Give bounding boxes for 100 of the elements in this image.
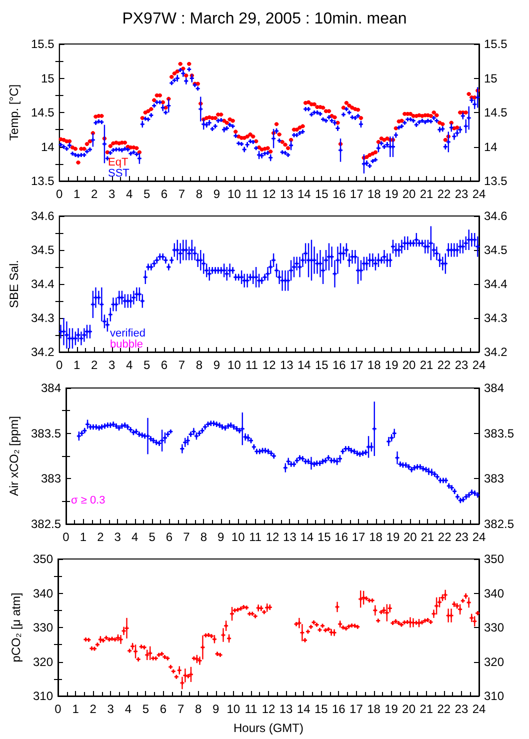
y-tick-label: 14.5 <box>30 106 55 120</box>
y2-tick-label: 383.5 <box>484 426 514 440</box>
y-tick-label: 340 <box>32 586 54 600</box>
x-tick-label: 15 <box>314 702 328 716</box>
x-tick-label: 15 <box>314 358 329 372</box>
x-tick-label: 23 <box>454 187 469 201</box>
x-tick-label: 0 <box>54 702 62 716</box>
x-tick-label: 23 <box>455 530 469 544</box>
annotation: σ ≥ 0.3 <box>71 494 106 506</box>
series-label: SST <box>108 168 130 180</box>
y2-tick-label: 384 <box>484 381 504 395</box>
y2-tick-label: 14.5 <box>484 106 508 120</box>
x-tick-label: 13 <box>280 358 294 372</box>
x-tick-label: 0 <box>56 187 64 201</box>
x-tick-label: 16 <box>332 187 346 201</box>
legend-label: bubble <box>110 338 144 350</box>
x-tick-label: 7 <box>183 530 190 544</box>
x-tick-label: 7 <box>178 187 186 201</box>
y-tick-label: 330 <box>32 620 54 634</box>
x-tick-label: 3 <box>108 187 116 201</box>
x-tick-label: 16 <box>334 530 348 544</box>
y-axis-title: Temp. [°C] <box>7 84 21 141</box>
y-tick-label: 34.2 <box>30 345 55 359</box>
y-tick-label: 34.4 <box>30 277 55 291</box>
y2-tick-label: 330 <box>484 620 504 634</box>
x-tick-label: 9 <box>213 358 220 372</box>
x-tick-label: 12 <box>262 187 276 201</box>
x-tick-label: 19 <box>384 358 399 372</box>
x-tick-label: 12 <box>262 702 276 716</box>
y2-tick-label: 34.6 <box>484 209 508 223</box>
y2-tick-label: 320 <box>484 654 504 669</box>
x-tick-label: 24 <box>472 530 486 544</box>
y-tick-label: 382.5 <box>31 517 62 531</box>
x-tick-label: 9 <box>213 187 220 201</box>
x-tick-label: 13 <box>279 702 294 716</box>
y-tick-label: 15 <box>40 71 55 86</box>
y2-tick-label: 14 <box>484 140 498 154</box>
x-tick-label: 18 <box>367 187 382 201</box>
chart-title: PX97W : March 29, 2005 : 10min. mean <box>122 10 407 28</box>
x-tick-label: 7 <box>178 358 186 372</box>
y-tick-label: 383.5 <box>31 426 62 440</box>
x-tick-label: 20 <box>403 530 418 544</box>
y2-tick-label: 310 <box>484 689 504 703</box>
x-tick-label: 24 <box>472 702 486 716</box>
y-axis-title: Air xCO₂ [ppm] <box>7 416 21 496</box>
x-tick-label: 24 <box>472 187 486 201</box>
x-tick-label: 5 <box>148 530 156 544</box>
x-tick-label: 16 <box>332 702 346 716</box>
x-tick-label: 14 <box>300 530 314 544</box>
y-tick-label: 350 <box>32 552 54 566</box>
x-tick-label: 10 <box>228 358 242 372</box>
x-tick-label: 4 <box>124 702 132 716</box>
x-tick-label: 11 <box>245 358 258 372</box>
x-tick-label: 19 <box>384 702 398 716</box>
x-tick-label: 23 <box>454 358 469 372</box>
y-tick-label: 384 <box>41 381 62 395</box>
x-tick-label: 10 <box>231 530 246 544</box>
x-tick-label: 18 <box>367 358 382 372</box>
y2-tick-label: 34.2 <box>484 345 508 359</box>
y-tick-label: 320 <box>32 654 54 669</box>
x-tick-label: 0 <box>62 530 70 544</box>
x-tick-label: 1 <box>73 358 80 372</box>
x-tick-label: 11 <box>244 702 258 716</box>
series-label: EqT <box>108 156 128 168</box>
x-tick-label: 18 <box>369 530 383 544</box>
x-tick-label: 5 <box>143 358 150 372</box>
x-tick-label: 8 <box>200 530 208 544</box>
y-tick-label: 34.5 <box>30 243 55 257</box>
x-tick-label: 0 <box>56 358 64 372</box>
x-tick-label: 8 <box>196 187 203 201</box>
x-tick-label: 3 <box>114 530 122 544</box>
x-tick-label: 7 <box>177 702 184 716</box>
x-tick-label: 3 <box>107 702 114 716</box>
y2-tick-label: 34.3 <box>484 311 508 325</box>
x-tick-label: 8 <box>196 358 203 372</box>
x-tick-label: 2 <box>90 187 98 201</box>
y2-tick-label: 15 <box>484 71 498 86</box>
x-tick-label: 6 <box>166 530 173 544</box>
y-tick-label: 310 <box>32 689 54 703</box>
x-tick-label: 6 <box>160 702 167 716</box>
x-tick-label: 10 <box>226 702 240 716</box>
y2-tick-label: 15.5 <box>484 37 508 51</box>
x-tick-label: 5 <box>143 187 150 201</box>
x-tick-label: 21 <box>420 187 434 201</box>
x-tick-label: 2 <box>90 358 98 372</box>
y2-tick-label: 340 <box>484 586 504 600</box>
x-tick-label: 24 <box>472 358 486 372</box>
x-tick-label: 5 <box>142 702 150 716</box>
x-tick-label: 14 <box>297 358 312 372</box>
x-tick-label: 20 <box>402 702 416 716</box>
series-label: verified <box>110 328 146 340</box>
x-tick-label: 9 <box>218 530 225 544</box>
x-tick-label: 13 <box>280 187 294 201</box>
x-tick-label: 22 <box>437 187 452 201</box>
y2-tick-label: 382.5 <box>484 517 514 531</box>
x-tick-label: 16 <box>332 358 346 372</box>
x-tick-label: 4 <box>132 530 139 544</box>
x-axis-title: Hours (GMT) <box>234 721 304 735</box>
x-tick-label: 2 <box>97 530 104 544</box>
x-tick-label: 14 <box>297 187 312 201</box>
